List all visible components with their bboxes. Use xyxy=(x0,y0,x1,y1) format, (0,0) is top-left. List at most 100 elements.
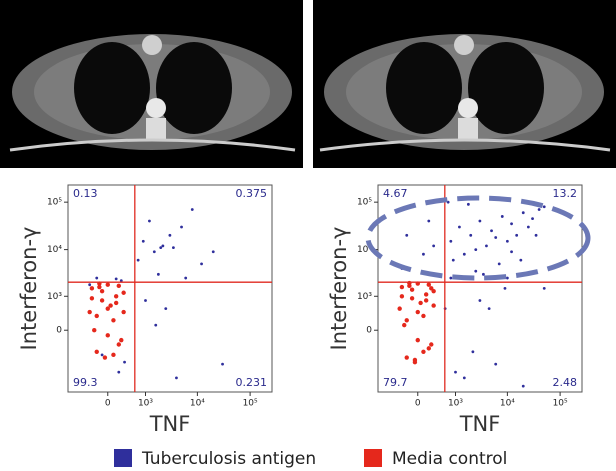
data-point xyxy=(542,286,546,290)
data-point xyxy=(172,246,175,250)
data-point xyxy=(399,294,405,299)
data-point xyxy=(108,303,113,308)
data-point xyxy=(102,355,108,360)
data-point xyxy=(519,258,523,262)
y-tick-label: 10⁵ xyxy=(357,198,372,208)
data-point xyxy=(478,219,482,223)
data-point xyxy=(99,288,105,294)
y-axis-label: Interferon-γ xyxy=(327,227,351,351)
x-tick-label: 10⁵ xyxy=(553,399,568,409)
data-point xyxy=(121,290,126,295)
legend-swatch xyxy=(114,449,132,467)
data-point xyxy=(423,292,429,297)
data-point xyxy=(94,349,99,355)
data-point xyxy=(117,370,121,374)
quadrant-percent: 99.3 xyxy=(73,376,98,389)
data-point xyxy=(402,322,407,328)
legend: Tuberculosis antigen Media control xyxy=(114,449,507,469)
data-point xyxy=(505,239,509,243)
data-point xyxy=(89,286,95,291)
data-point xyxy=(121,309,126,315)
legend-label: Tuberculosis antigen xyxy=(141,449,316,469)
data-point xyxy=(427,219,431,223)
data-point xyxy=(97,284,102,290)
quadrant-percent: 0.13 xyxy=(73,187,98,200)
plot-frame xyxy=(67,184,273,393)
quadrant-percent: 0.375 xyxy=(236,187,268,200)
data-point xyxy=(510,222,513,226)
x-tick-label: 10⁵ xyxy=(243,399,258,409)
legend-label: Media control xyxy=(392,449,507,469)
data-point xyxy=(422,252,425,256)
data-point xyxy=(521,384,525,388)
data-point xyxy=(409,296,415,301)
ct-image-left xyxy=(0,0,303,168)
x-tick-label: 0 xyxy=(105,399,111,409)
data-point xyxy=(426,346,431,351)
data-point xyxy=(490,229,493,233)
highlight-ellipse xyxy=(365,195,591,281)
data-point xyxy=(156,272,160,276)
data-point xyxy=(159,246,163,250)
y-tick-label: 10⁴ xyxy=(47,245,62,255)
data-point xyxy=(409,287,415,292)
data-point xyxy=(510,250,513,254)
data-point xyxy=(123,360,126,364)
data-point xyxy=(105,306,110,311)
data-point xyxy=(88,283,92,287)
y-tick-label: 10⁴ xyxy=(357,245,372,255)
data-point xyxy=(462,376,466,380)
data-point xyxy=(412,359,418,365)
x-tick-label: 10³ xyxy=(448,399,463,409)
plot-frame xyxy=(377,184,583,393)
quadrant-percent: 4.67 xyxy=(383,187,408,200)
data-point xyxy=(458,225,461,229)
data-point xyxy=(426,282,431,287)
data-point xyxy=(418,300,423,306)
data-point xyxy=(399,284,405,290)
data-point xyxy=(168,233,172,237)
data-point xyxy=(92,328,97,333)
data-point xyxy=(474,248,478,252)
data-point xyxy=(164,307,168,311)
data-point xyxy=(497,262,501,266)
data-point xyxy=(404,355,409,360)
data-point xyxy=(534,233,538,237)
data-point xyxy=(515,233,519,237)
data-point xyxy=(116,342,121,347)
data-point xyxy=(175,376,178,380)
data-point xyxy=(94,313,99,319)
data-point xyxy=(503,286,507,290)
data-point xyxy=(429,286,434,291)
quadrant-percent: 79.7 xyxy=(383,376,408,389)
data-point xyxy=(95,276,99,280)
y-tick-label: 10³ xyxy=(47,292,62,302)
x-tick-label: 0 xyxy=(415,399,421,409)
data-point xyxy=(111,352,116,358)
data-point xyxy=(449,276,453,280)
data-point xyxy=(487,307,491,311)
data-point xyxy=(482,272,485,276)
data-point xyxy=(105,282,110,287)
data-point xyxy=(87,309,92,315)
data-point xyxy=(180,225,183,229)
data-point xyxy=(415,337,420,343)
y-tick-label: 10⁵ xyxy=(47,198,62,208)
data-point xyxy=(113,294,119,299)
data-point xyxy=(485,244,488,248)
x-tick-label: 10⁴ xyxy=(190,399,205,409)
data-point xyxy=(200,262,203,266)
data-point xyxy=(136,258,140,262)
data-point xyxy=(114,277,118,281)
data-point xyxy=(116,283,121,289)
data-point xyxy=(526,225,530,229)
data-point xyxy=(432,244,436,248)
data-point xyxy=(152,250,156,254)
data-point xyxy=(119,337,124,343)
data-point xyxy=(469,233,473,237)
data-point xyxy=(89,296,95,301)
x-axis-label: TNF xyxy=(149,412,191,436)
data-point xyxy=(449,239,453,243)
data-point xyxy=(531,217,534,221)
